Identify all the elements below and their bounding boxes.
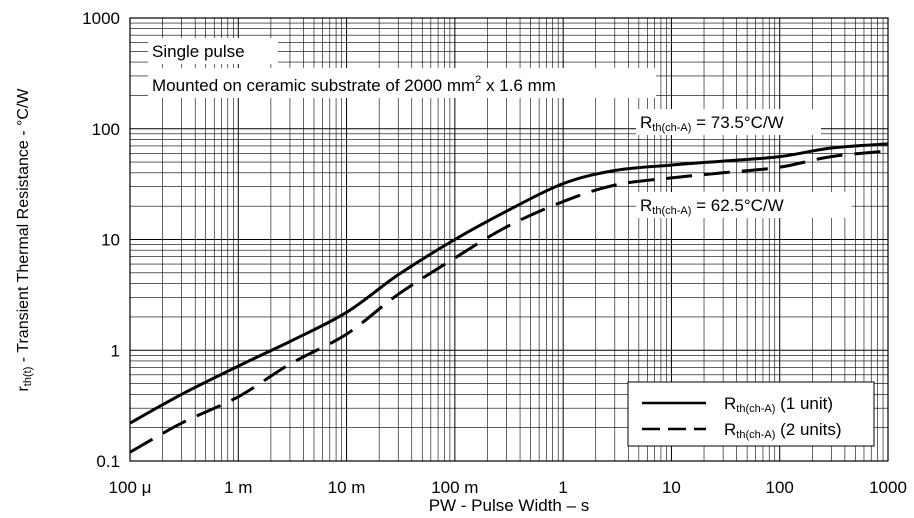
y-axis-title: rth(t) - Transient Thermal Resistance - … — [15, 88, 34, 392]
y-tick-label-3: 100 — [92, 120, 120, 139]
legend-label-1-sub: th(ch-A) — [736, 403, 775, 415]
annotation-r2-sub: th(ch-A) — [652, 205, 691, 217]
legend-box — [627, 381, 875, 447]
x-tick-label-6: 100 — [766, 478, 794, 497]
annotation-r1-sub: th(ch-A) — [652, 122, 691, 134]
series-layer — [129, 142, 889, 454]
annotation-r1-rest: = 73.5°C/W — [691, 113, 783, 132]
y-tick-label-2: 10 — [101, 231, 120, 250]
legend-label-2-rest: (2 units) — [775, 420, 841, 439]
legend-label-1: Rth(ch-A) (1 unit) — [724, 394, 833, 415]
annotation-box-r2 — [636, 192, 852, 218]
x-axis-title: PW - Pulse Width – s — [429, 496, 590, 515]
series-line-1 — [129, 142, 889, 425]
annotation-r2-main: R — [640, 196, 652, 215]
x-tick-label-1: 1 m — [224, 478, 252, 497]
annotation-box-single-pulse — [148, 38, 278, 64]
legend-label-2: Rth(ch-A) (2 units) — [724, 420, 842, 441]
annotation-r2: Rth(ch-A) = 62.5°C/W — [640, 196, 784, 217]
y-axis-title-r: r — [15, 386, 32, 392]
x-tick-label-5: 10 — [662, 478, 681, 497]
plot-frame — [129, 17, 889, 462]
annotation-r1: Rth(ch-A) = 73.5°C/W — [640, 113, 784, 134]
annotation-mounted-b: x 1.6 mm — [481, 76, 556, 95]
y-tick-label-0: 0.1 — [96, 452, 120, 471]
annotation-single-pulse: Single pulse — [152, 42, 245, 61]
y-tick-label-4: 1000 — [82, 9, 120, 28]
y-tick-label-1: 1 — [111, 341, 120, 360]
legend-label-1-rest: (1 unit) — [775, 394, 833, 413]
x-tick-label-4: 1 — [558, 478, 567, 497]
legend-label-1-main: R — [724, 394, 736, 413]
annotation-box-mounted — [148, 68, 656, 98]
legend-label-2-main: R — [724, 420, 736, 439]
x-tick-label-2: 10 m — [328, 478, 366, 497]
series-line-2 — [129, 149, 889, 454]
annotation-mounted: Mounted on ceramic substrate of 2000 mm2… — [152, 74, 556, 95]
legend-label-2-sub: th(ch-A) — [736, 429, 775, 441]
legend: Rth(ch-A) (1 unit) Rth(ch-A) (2 units) — [627, 381, 875, 447]
annotation-r1-main: R — [640, 113, 652, 132]
y-axis-title-sub: th(t) — [22, 367, 34, 387]
x-tick-labels: 100 μ 1 m 10 m 100 m 1 10 100 1000 — [109, 478, 907, 497]
x-tick-label-3: 100 m — [431, 478, 478, 497]
annotation-box-r1 — [636, 109, 821, 135]
x-tick-label-0: 100 μ — [109, 478, 152, 497]
annotation-mounted-a: Mounted on ceramic substrate of 2000 mm — [152, 76, 475, 95]
x-tick-label-7: 1000 — [869, 478, 907, 497]
y-tick-labels: 0.1 1 10 100 1000 — [82, 9, 120, 471]
annotation-mounted-sup: 2 — [475, 74, 481, 86]
y-axis-title-rest: - Transient Thermal Resistance - °C/W — [15, 88, 32, 367]
annotation-r2-rest: = 62.5°C/W — [691, 196, 783, 215]
